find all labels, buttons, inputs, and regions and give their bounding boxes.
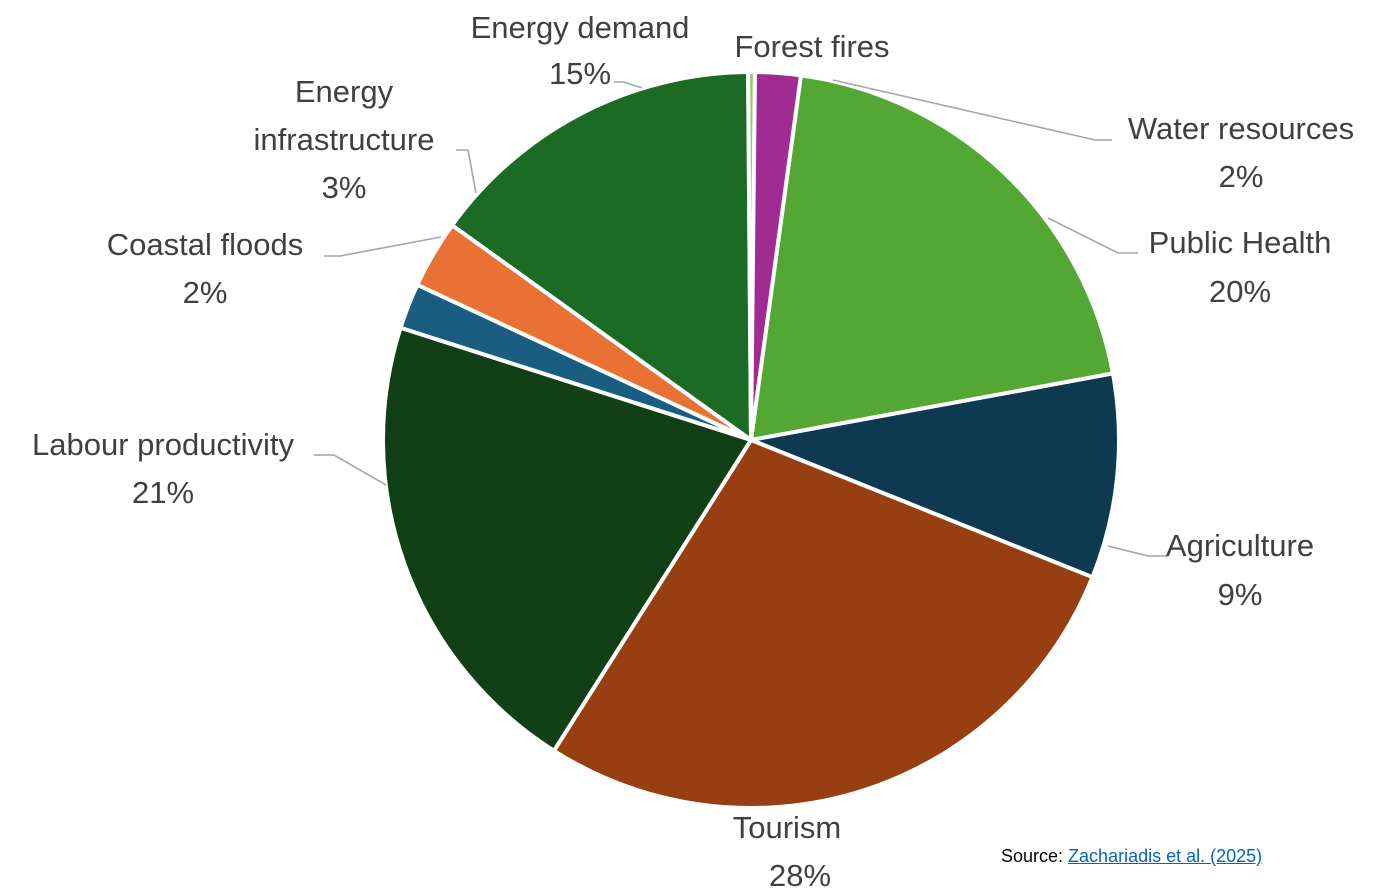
slice-label-tourism: Tourism xyxy=(733,810,842,845)
slice-labels: Public Health 20% Agriculture 9% Tourism 28% L… xyxy=(32,10,1354,890)
slice-value-water-resources: 2% xyxy=(1219,159,1264,194)
leader-lines xyxy=(314,79,1168,557)
slice-value-public-health: 20% xyxy=(1209,274,1271,309)
slice-label-labour-productivity: Labour productivity xyxy=(32,427,294,462)
leader-line-labour-productivity xyxy=(314,454,387,486)
slice-value-tourism: 28% xyxy=(769,858,831,890)
leader-line-public-health xyxy=(1047,217,1138,254)
slice-label-energy-infrastructure-line1: Energy xyxy=(295,74,394,109)
leader-line-agriculture xyxy=(1107,545,1168,557)
pie-slice-energy-demand xyxy=(450,70,753,442)
slice-label-public-health: Public Health xyxy=(1149,225,1332,260)
pie-slice-tourism xyxy=(551,438,1095,810)
slice-label-energy-infrastructure-line2: infrastructure xyxy=(254,122,435,157)
pie-slice-labour-productivity xyxy=(381,325,753,753)
pie-slices xyxy=(381,69,1121,810)
slice-value-coastal-floods: 2% xyxy=(183,275,228,310)
slice-label-forest-fires: Forest fires xyxy=(734,29,889,64)
slice-label-coastal-floods: Coastal floods xyxy=(107,227,303,262)
slice-label-agriculture: Agriculture xyxy=(1166,528,1314,563)
slice-label-energy-demand: Energy demand xyxy=(471,10,690,45)
slice-value-energy-infrastructure: 3% xyxy=(322,170,367,205)
slice-value-labour-productivity: 21% xyxy=(132,475,194,510)
source-link[interactable]: Zachariadis et al. (2025) xyxy=(1068,846,1263,866)
pie-slice-water-resources xyxy=(749,70,803,442)
source-prefix: Source: xyxy=(1001,846,1069,866)
leader-line-energy-demand xyxy=(614,81,643,89)
leader-line-coastal-floods xyxy=(324,236,442,257)
source-note: Source: Zachariadis et al. (2025) xyxy=(1001,846,1262,867)
pie-slice-public-health xyxy=(749,73,1115,442)
slice-value-energy-demand: 15% xyxy=(549,56,611,91)
leader-line-water-resources xyxy=(832,79,1112,141)
slice-value-agriculture: 9% xyxy=(1218,577,1263,612)
leader-line-energy-infrastructure xyxy=(456,149,477,194)
slice-label-water-resources: Water resources xyxy=(1128,111,1354,146)
pie-slice-agriculture xyxy=(749,371,1121,580)
